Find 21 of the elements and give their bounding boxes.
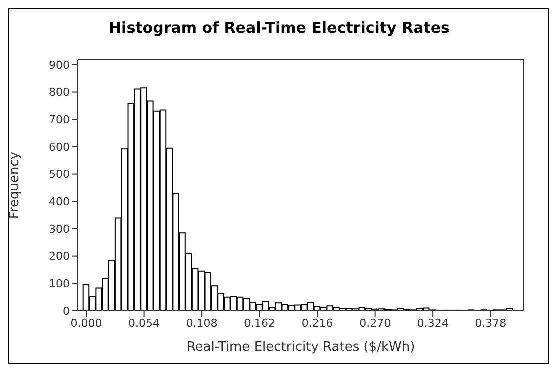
x-tick-label: 0.108 [186, 316, 218, 330]
y-tick-label: 300 [49, 222, 70, 236]
x-tick-label: 0.324 [417, 316, 449, 330]
x-tick-label: 0.216 [302, 316, 334, 330]
y-tick-label: 900 [49, 58, 70, 72]
y-tick-label: 800 [49, 86, 70, 100]
x-tick-label: 0.162 [244, 316, 276, 330]
y-tick-label: 400 [49, 196, 70, 209]
y-tick-label: 600 [49, 140, 70, 154]
y-axis-title: Frequency [8, 152, 23, 220]
y-tick-label: 0 [63, 304, 70, 318]
y-tick-label: 700 [49, 114, 70, 127]
x-axis-title: Real-Time Electricity Rates ($/kWh) [186, 340, 416, 355]
y-tick-label: 200 [49, 250, 70, 264]
x-tick-label: 0.054 [128, 316, 160, 330]
y-tick-label: 100 [49, 278, 70, 291]
chart-title: Histogram of Real-Time Electricity Rates [108, 19, 451, 37]
x-tick-label: 0.378 [475, 316, 507, 330]
x-tick-label: 0.000 [70, 316, 102, 330]
x-tick-label: 0.270 [360, 316, 392, 330]
y-tick-label: 500 [49, 168, 70, 182]
